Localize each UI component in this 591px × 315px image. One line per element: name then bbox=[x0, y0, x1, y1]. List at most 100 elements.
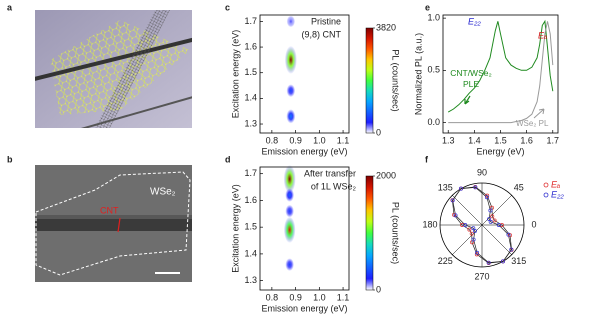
polar-point bbox=[501, 259, 505, 264]
polar-point bbox=[467, 227, 472, 232]
plot-frame bbox=[259, 14, 350, 134]
heatmap-spot bbox=[286, 109, 296, 124]
x-tick-label: 1.6 bbox=[520, 135, 533, 145]
panel-letter: a bbox=[7, 2, 13, 12]
x-tick-label: 1.0 bbox=[313, 135, 326, 145]
y-tick-label: 1.6 bbox=[244, 41, 257, 51]
heatmap-spot bbox=[285, 188, 295, 202]
polar-point bbox=[471, 237, 476, 242]
polar-point bbox=[472, 228, 477, 233]
polar-point bbox=[490, 214, 495, 219]
angle-tick-label: 90 bbox=[477, 167, 487, 177]
x-axis-title: Energy (eV) bbox=[476, 146, 524, 156]
heatmap-spot bbox=[283, 165, 296, 194]
y-tick-label: 1.7 bbox=[244, 16, 257, 26]
polar-spoke bbox=[481, 224, 512, 255]
series-line bbox=[447, 19, 554, 113]
panel-letter: f bbox=[425, 154, 429, 164]
x-tick-label: 1.0 bbox=[313, 292, 326, 302]
polar-point bbox=[471, 226, 476, 231]
polar-spoke bbox=[452, 224, 483, 255]
y-tick-label: 1.7 bbox=[244, 168, 257, 178]
polar-line bbox=[452, 187, 512, 263]
x-tick-label: 1.1 bbox=[337, 135, 350, 145]
x-tick-label: 1.4 bbox=[468, 135, 481, 145]
annotation: Pristine bbox=[311, 16, 341, 26]
polar-point bbox=[492, 218, 497, 223]
polar-point bbox=[488, 219, 493, 224]
colorbar-tick-label: 0 bbox=[376, 127, 381, 137]
image-label: CNT bbox=[100, 205, 119, 215]
y-tick-label: 1.4 bbox=[244, 93, 257, 103]
image-label: WSe₂ bbox=[150, 187, 176, 198]
panel-letter: e bbox=[425, 2, 430, 12]
polar-point bbox=[475, 250, 480, 255]
series-label: WSe₂ PL bbox=[516, 119, 549, 128]
y-axis-title: Excitation energy (eV) bbox=[230, 30, 240, 119]
y-tick-label: 0.0 bbox=[427, 117, 440, 127]
arrow bbox=[533, 108, 545, 119]
plot-frame bbox=[259, 166, 350, 291]
x-tick-label: 1.1 bbox=[337, 292, 350, 302]
heatmap-spot bbox=[285, 204, 294, 218]
x-tick-label: 1.5 bbox=[494, 135, 507, 145]
annotation: E₂₂ bbox=[468, 16, 481, 26]
y-tick-label: 1.6 bbox=[244, 195, 257, 205]
colorbar-tick-label: 0 bbox=[376, 284, 381, 294]
x-tick-label: 1.3 bbox=[442, 135, 455, 145]
polar-point bbox=[474, 252, 479, 257]
series-label: CNT/WSe₂ PLE bbox=[450, 68, 492, 89]
y-tick-label: 0.5 bbox=[427, 65, 440, 75]
x-tick-label: 0.8 bbox=[266, 292, 279, 302]
y-axis-title: Excitation energy (eV) bbox=[230, 184, 240, 273]
heatmap-spot bbox=[286, 15, 296, 28]
angle-tick-label: 315 bbox=[511, 256, 526, 266]
colorbar-tick-label: 2000 bbox=[376, 170, 396, 180]
polar-point bbox=[485, 193, 490, 198]
polar-point bbox=[453, 213, 458, 218]
y-tick-label: 1.5 bbox=[244, 67, 257, 77]
y-axis-title: Normalized PL (a.u.) bbox=[413, 33, 423, 115]
x-axis-title: Emission energy (eV) bbox=[261, 146, 347, 156]
arrow bbox=[464, 95, 471, 105]
plot-background bbox=[260, 167, 349, 290]
colorbar bbox=[365, 27, 374, 134]
x-tick-label: 0.9 bbox=[289, 135, 302, 145]
polar-point bbox=[463, 223, 468, 227]
y-tick-label: 1.0 bbox=[427, 13, 440, 23]
structure-image bbox=[35, 10, 192, 128]
legend-label: Eₐ bbox=[551, 179, 560, 189]
annotation: Eₐ bbox=[538, 30, 547, 40]
x-tick-label: 0.9 bbox=[289, 292, 302, 302]
angle-tick-label: 0 bbox=[531, 219, 536, 229]
plot-frame bbox=[442, 14, 559, 134]
polar-point bbox=[459, 186, 463, 191]
polar-point bbox=[488, 208, 493, 213]
annotation: (9,8) CNT bbox=[301, 29, 341, 39]
series-line bbox=[448, 21, 554, 124]
x-tick-label: 1.7 bbox=[547, 135, 560, 145]
polar-point bbox=[486, 260, 491, 265]
angle-tick-label: 225 bbox=[438, 256, 453, 266]
polar-point bbox=[496, 223, 501, 227]
x-axis-title: Emission energy (eV) bbox=[261, 303, 347, 313]
legend-marker bbox=[543, 192, 549, 198]
y-tick-label: 1.3 bbox=[244, 275, 257, 285]
y-tick-label: 1.4 bbox=[244, 248, 257, 258]
angle-tick-label: 180 bbox=[422, 219, 437, 229]
heatmap-spot bbox=[286, 84, 296, 98]
annotation: After transfer bbox=[304, 168, 356, 178]
x-tick-label: 0.8 bbox=[266, 135, 279, 145]
angle-tick-label: 270 bbox=[474, 271, 489, 281]
series-label-box: CNT/WSe₂ PLE bbox=[450, 68, 492, 89]
polar-spoke bbox=[452, 195, 483, 226]
colorbar bbox=[365, 175, 374, 291]
heatmap-spot bbox=[284, 45, 297, 74]
colorbar-title: PL (counts/sec) bbox=[391, 49, 401, 111]
angle-tick-label: 45 bbox=[514, 183, 524, 193]
polar-point bbox=[450, 198, 455, 203]
y-tick-label: 1.5 bbox=[244, 222, 257, 232]
annotation: of 1L WSe₂ bbox=[311, 181, 357, 191]
polar-point bbox=[484, 195, 489, 200]
polar-point bbox=[506, 232, 511, 237]
